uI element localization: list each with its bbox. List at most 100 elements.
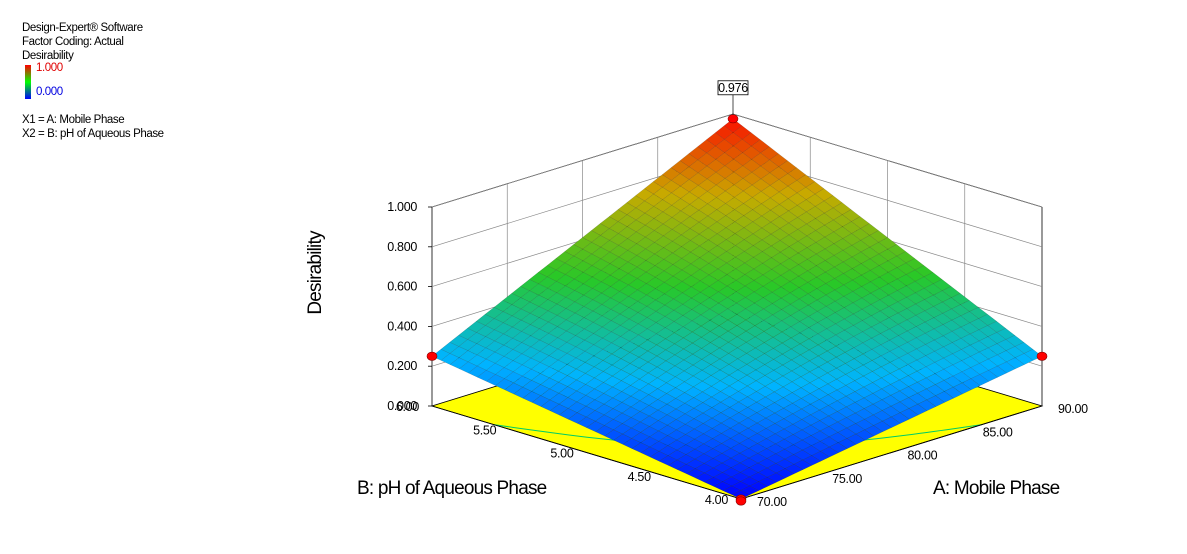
surface-cell	[493, 300, 513, 312]
surface-cell	[494, 322, 513, 335]
surface-cell	[701, 331, 720, 343]
surface-cell	[540, 366, 559, 379]
surface-cell	[834, 261, 853, 274]
surface-cell	[585, 410, 605, 422]
surface-cell	[593, 326, 612, 339]
surface-cell	[754, 331, 774, 343]
surface-cell	[639, 394, 659, 406]
surface-cell	[661, 167, 681, 181]
surface-cell	[512, 342, 532, 355]
surface-cell	[600, 228, 619, 241]
surface-cell	[738, 427, 758, 439]
surface-cell	[810, 420, 830, 432]
surface-cell	[797, 211, 816, 225]
surface-cell	[702, 407, 722, 419]
z-tick-label: 0.800	[387, 240, 417, 254]
surface-cell	[574, 272, 593, 285]
x-tick-label: 85.00	[983, 425, 1013, 439]
surface-cell	[970, 374, 990, 386]
surface-cell	[860, 258, 880, 271]
surface-cell	[775, 468, 795, 479]
surface-cell	[567, 412, 587, 424]
x1-definition: X1 = A: Mobile Phase	[22, 114, 125, 126]
surface-cell	[703, 448, 723, 459]
surface-cell	[676, 434, 696, 445]
surface-cell	[613, 433, 633, 445]
surface-cell	[612, 369, 631, 381]
response-surface	[431, 118, 1043, 500]
x-tick-label: 90.00	[1058, 402, 1088, 416]
surface-cell	[695, 472, 714, 483]
surface-cell	[801, 403, 820, 416]
surface-cell	[475, 314, 495, 326]
y-tick-label: 6.00	[396, 400, 419, 414]
surface-cell	[855, 429, 875, 441]
surface-cell	[808, 311, 827, 323]
z-tick-label: 0.600	[387, 280, 417, 294]
surface-cell	[627, 266, 647, 279]
surface-cell	[485, 340, 505, 353]
surface-cell	[653, 211, 673, 225]
surface-cell	[529, 317, 549, 330]
surface-cell	[836, 363, 855, 375]
surface-cell	[731, 481, 751, 491]
surface-cell	[644, 206, 664, 219]
surface-cell	[805, 181, 825, 195]
surface-cell	[593, 360, 613, 372]
surface-cell	[782, 370, 802, 383]
software-label: Design-Expert® Software	[22, 22, 143, 34]
surface-cell	[819, 446, 839, 458]
surface-cell	[704, 477, 724, 487]
y-tick-label: 5.50	[473, 423, 496, 437]
surface-cell	[604, 429, 623, 441]
surface-cell	[649, 441, 669, 452]
surface-cell	[728, 358, 748, 371]
surface-cell	[899, 397, 919, 409]
y-tick-label: 5.00	[550, 447, 573, 461]
surface-cell	[658, 424, 677, 436]
surface-cell	[631, 442, 651, 454]
surface-cell	[649, 451, 669, 462]
surface-cell	[595, 425, 614, 437]
annotation-group: 0.976	[717, 80, 749, 115]
surface-cell	[871, 333, 890, 346]
surface-cell	[1006, 357, 1025, 370]
surface-cell	[458, 361, 478, 374]
y-tick-label: 4.00	[705, 493, 728, 507]
y-axis-title: B: pH of Aqueous Phase	[357, 478, 547, 499]
surface-cell	[881, 405, 901, 418]
surface-cell	[644, 218, 664, 231]
surface-cell	[630, 400, 650, 412]
surface-cell	[943, 342, 962, 355]
surface-cell	[495, 378, 514, 391]
x2-definition: X2 = B: pH of Aqueous Phase	[22, 128, 164, 140]
surface-cell	[576, 384, 595, 396]
surface-cell	[970, 363, 989, 375]
surface-cell	[658, 455, 678, 466]
surface-cell	[592, 304, 612, 317]
surface-cell	[807, 253, 826, 266]
y-tick-label: 4.50	[628, 470, 651, 484]
surface-cell	[584, 322, 603, 334]
surface-cell	[771, 263, 790, 276]
surface-cell	[477, 370, 496, 382]
surface-cell	[640, 436, 660, 448]
surface-cell	[779, 222, 799, 236]
surface-cell	[655, 282, 674, 295]
surface-cell	[844, 336, 864, 348]
design-point-floor	[735, 496, 747, 506]
surface-cell	[745, 314, 765, 326]
surface-cell	[942, 297, 961, 310]
surface-cell	[871, 344, 891, 357]
surface-cell	[961, 344, 980, 357]
surface-cell	[622, 427, 642, 439]
x-axis-title: A: Mobile Phase	[933, 478, 1060, 499]
surface-cell	[604, 419, 623, 431]
surface-cell	[698, 227, 718, 241]
surface-cell	[494, 344, 514, 357]
surface-cell	[710, 347, 729, 360]
surface-cell	[887, 267, 907, 280]
base-edge-b	[431, 405, 742, 500]
surface-cell	[735, 239, 754, 252]
factor-coding-label: Factor Coding: Actual	[22, 36, 124, 48]
